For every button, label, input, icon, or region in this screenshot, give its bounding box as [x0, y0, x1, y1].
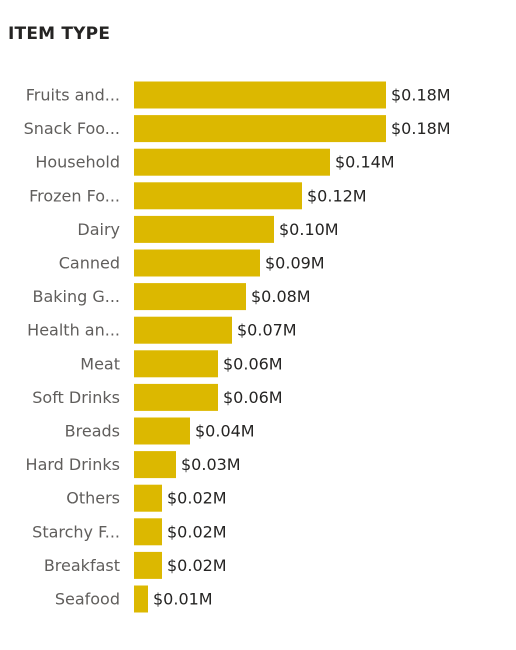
data-label: $0.02M	[167, 489, 227, 508]
bar[interactable]	[134, 215, 274, 243]
bar[interactable]	[134, 451, 176, 479]
bar[interactable]	[134, 316, 232, 344]
category-label: Health an...	[27, 321, 120, 340]
category-label: Others	[66, 489, 120, 508]
bar[interactable]	[134, 283, 246, 311]
bar[interactable]	[134, 81, 386, 109]
category-label: Canned	[59, 254, 120, 273]
data-label: $0.04M	[195, 422, 255, 441]
bar[interactable]	[134, 182, 302, 210]
bar[interactable]	[134, 383, 218, 411]
data-label: $0.06M	[223, 388, 283, 407]
bar[interactable]	[134, 484, 162, 512]
data-label: $0.02M	[167, 522, 227, 541]
category-label: Meat	[80, 354, 120, 373]
category-label: Household	[35, 153, 120, 172]
category-label: Starchy F...	[32, 522, 120, 541]
bar[interactable]	[134, 249, 260, 277]
bar[interactable]	[134, 350, 218, 378]
bar[interactable]	[134, 417, 190, 445]
data-label: $0.09M	[265, 254, 325, 273]
bar[interactable]	[134, 585, 148, 613]
data-label: $0.01M	[153, 590, 213, 609]
category-label: Snack Foo...	[24, 119, 120, 138]
category-label: Soft Drinks	[32, 388, 120, 407]
bar[interactable]	[134, 551, 162, 579]
data-label: $0.10M	[279, 220, 339, 239]
bar[interactable]	[134, 148, 330, 176]
bar[interactable]	[134, 115, 386, 143]
category-label: Breads	[65, 422, 120, 441]
category-label: Breakfast	[44, 556, 120, 575]
data-label: $0.14M	[335, 153, 395, 172]
category-label: Fruits and...	[26, 86, 120, 105]
category-label: Seafood	[55, 590, 120, 609]
chart-title: ITEM TYPE	[8, 24, 111, 44]
data-label: $0.03M	[181, 455, 241, 474]
data-label: $0.18M	[391, 119, 451, 138]
data-label: $0.06M	[223, 354, 283, 373]
data-label: $0.18M	[391, 86, 451, 105]
category-label: Baking G...	[32, 287, 120, 306]
data-label: $0.07M	[237, 321, 297, 340]
data-label: $0.08M	[251, 287, 311, 306]
category-label: Dairy	[77, 220, 120, 239]
data-label: $0.12M	[307, 186, 367, 205]
bar[interactable]	[134, 518, 162, 546]
data-label: $0.02M	[167, 556, 227, 575]
category-label: Hard Drinks	[26, 455, 120, 474]
category-label: Frozen Fo...	[29, 186, 120, 205]
